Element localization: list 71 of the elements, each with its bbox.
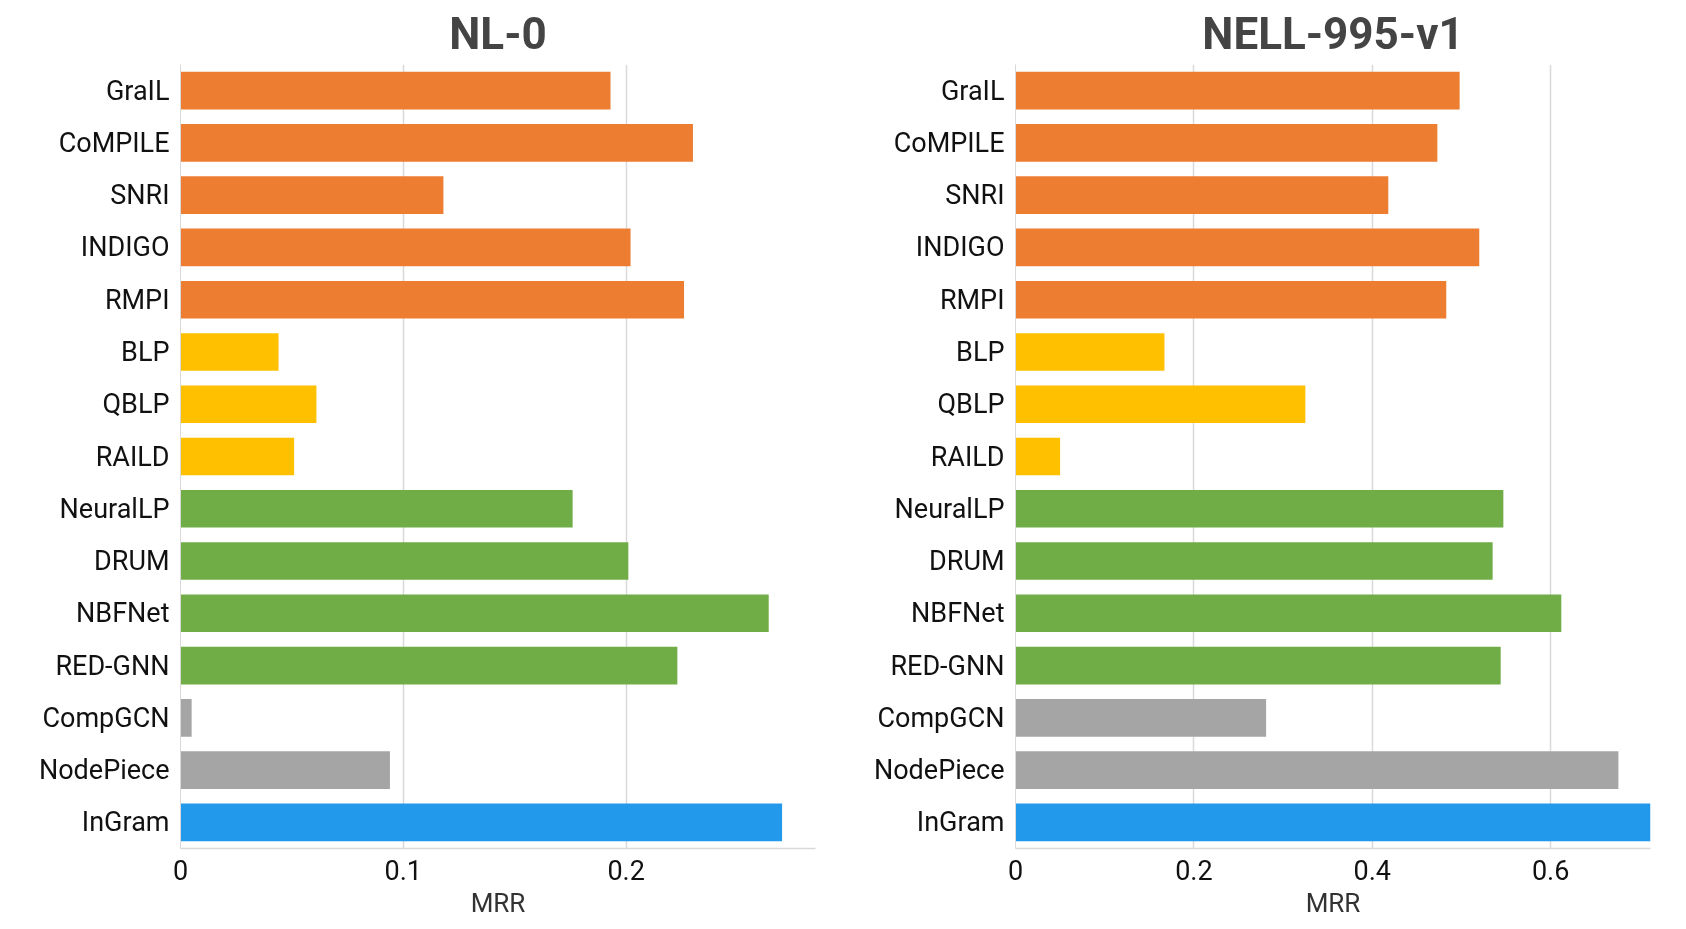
y-tick-label: InGram	[916, 806, 1005, 839]
bar	[180, 594, 769, 633]
y-tick-label: NBFNet	[76, 597, 170, 630]
bar	[1015, 333, 1165, 371]
y-tick-label: InGram	[81, 806, 170, 839]
x-tick-label: 0	[172, 854, 189, 887]
y-tick-label: QBLP	[102, 388, 170, 421]
bar	[1015, 228, 1480, 267]
bar	[180, 646, 678, 685]
y-tick-label: SNRI	[945, 179, 1005, 212]
y-tick-label: RED-GNN	[890, 649, 1005, 682]
bar	[1015, 489, 1504, 528]
bar	[1015, 594, 1562, 633]
x-axis-title: MRR	[1305, 887, 1361, 918]
y-tick-label: RAILD	[95, 440, 170, 473]
y-tick-label: NBFNet	[911, 597, 1005, 630]
y-tick-label: BLP	[121, 335, 170, 368]
bar	[180, 437, 295, 476]
y-tick-label: CompGCN	[42, 701, 170, 734]
bar	[1015, 437, 1061, 476]
y-tick-label: NodePiece	[873, 754, 1005, 787]
bar	[1015, 699, 1267, 737]
y-tick-label: NeuralLP	[894, 492, 1005, 525]
bar	[180, 542, 629, 580]
y-tick-label: GraIL	[105, 74, 170, 107]
bar	[1015, 280, 1447, 319]
y-tick-label: NeuralLP	[59, 492, 170, 525]
bar	[180, 803, 783, 842]
bar	[1015, 124, 1438, 162]
x-tick-label: 0.6	[1531, 854, 1570, 887]
x-tick-label: 0.2	[1175, 854, 1213, 887]
y-tick-label: CompGCN	[877, 701, 1005, 734]
x-axis-title: MRR	[470, 887, 526, 918]
chart-title: NL-0	[449, 7, 547, 60]
bar	[1015, 646, 1501, 685]
bar	[180, 71, 611, 110]
x-tick-label: 0	[1007, 854, 1024, 887]
bar	[180, 124, 693, 162]
y-tick-label: DRUM	[929, 545, 1005, 578]
bar	[180, 228, 631, 267]
x-tick-label: 0.4	[1353, 854, 1391, 887]
y-tick-label: DRUM	[94, 545, 170, 578]
y-tick-label: BLP	[956, 335, 1005, 368]
bar	[180, 751, 390, 789]
y-tick-label: RAILD	[930, 440, 1005, 473]
bar	[180, 333, 279, 371]
bar	[180, 280, 685, 319]
bar	[1015, 803, 1651, 842]
bar	[1015, 71, 1460, 110]
bar	[180, 385, 317, 424]
y-tick-label: QBLP	[937, 388, 1005, 421]
bar	[180, 699, 192, 737]
bar	[1015, 542, 1493, 580]
x-tick-label: 0.1	[384, 854, 423, 887]
y-tick-label: NodePiece	[38, 754, 170, 787]
y-tick-label: INDIGO	[915, 231, 1005, 264]
chart-title: NELL-995-v1	[1202, 7, 1464, 60]
y-tick-label: SNRI	[110, 179, 170, 212]
y-tick-label: RMPI	[104, 283, 170, 316]
bar	[180, 489, 573, 528]
y-tick-label: RED-GNN	[55, 649, 170, 682]
y-tick-label: CoMPILE	[893, 126, 1005, 159]
y-tick-label: INDIGO	[80, 231, 170, 264]
y-tick-label: RMPI	[939, 283, 1005, 316]
bar	[180, 176, 444, 214]
y-tick-label: GraIL	[940, 74, 1005, 107]
x-tick-label: 0.2	[607, 854, 645, 887]
bar	[1015, 751, 1619, 789]
y-tick-label: CoMPILE	[58, 126, 170, 159]
bar	[1015, 176, 1389, 214]
bar	[1015, 385, 1306, 424]
